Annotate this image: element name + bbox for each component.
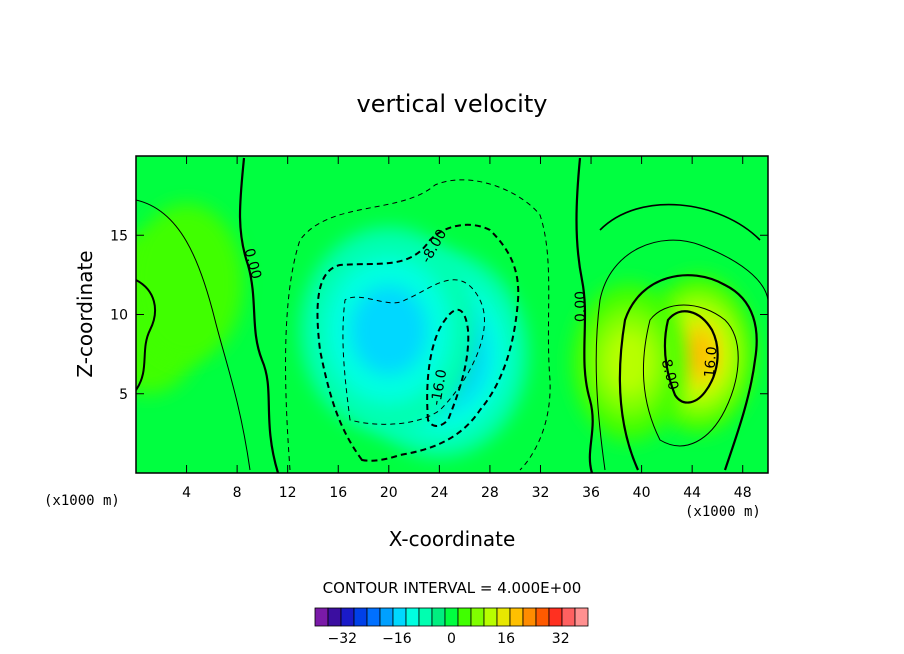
contour-left-inner [136,279,157,391]
field-level-2-5 [682,332,714,376]
colorbar-swatch [535,607,550,627]
contour-pos-8 [618,274,758,471]
contour-label: 8.00 [658,358,682,392]
colorbar-swatch [327,607,342,627]
y-unit-label: (x1000 m) [44,493,120,509]
colorbar-swatch [431,607,446,627]
colorbar-swatch [522,607,537,627]
contour-neg-8 [316,223,520,462]
colorbar-swatch [574,607,589,627]
contour-lines [136,157,768,473]
colorbar-swatch [366,607,381,627]
contour-label-text: 0.00 [241,247,265,281]
colorbar-swatch [548,607,563,627]
colorbar-swatch [353,607,368,627]
x-tick-label: 24 [430,485,448,501]
field-level-3-3 [604,328,654,397]
contour-neg-4 [285,179,551,471]
y-tick-label: 5 [119,387,128,403]
contour-label: 16.0 [702,346,721,378]
contour-label: -16.0 [428,368,450,406]
x-tick-label: 44 [683,485,701,501]
x-tick-label: 16 [329,485,347,501]
x-tick-label: 40 [633,485,651,501]
x-tick-label: 28 [481,485,499,501]
contour-zero-right [575,157,594,473]
contour-label-text: 0.00 [573,291,589,322]
x-tick-label: 20 [380,485,398,501]
contour-label: 0.00 [241,247,265,281]
contour-pos-4 [595,239,768,471]
colorbar-swatch [392,607,407,627]
colorbar-swatch [379,607,394,627]
colorbar-swatch [418,607,433,627]
x-tick-label: 8 [233,485,242,501]
contour-neg-12 [342,279,485,425]
y-tick-label: 10 [110,308,128,324]
contour-label-text: 16.0 [702,346,721,378]
x-tick-label: 48 [734,485,752,501]
colorbar-swatch [561,607,576,627]
y-ticks: 5 10 15 [110,228,768,403]
colorbar-swatch [470,607,485,627]
colorbar-swatch [509,607,524,627]
contour-pos-16 [663,310,719,404]
colorbar-swatch [405,607,420,627]
colorbar-swatch [483,607,498,627]
contour-zero-left [238,157,280,473]
contour-label: 0.00 [573,291,589,322]
contour-label-text: 8.00 [658,358,682,392]
x-tick-label: 36 [582,485,600,501]
colorbar-label: −32 [328,631,358,647]
contour-left-edge [136,199,251,471]
colorbar-label: 16 [497,631,515,647]
colorbar-label: 32 [552,631,570,647]
colorbar-swatch [444,607,459,627]
x-axis-label: X-coordinate [389,527,516,551]
colorbar-label: 0 [447,631,456,647]
plot-area: 0.000.00-8.00-16.0 8.00 16.0 [136,156,768,473]
contour-label-text: -16.0 [428,368,450,406]
chart-title: vertical velocity [357,90,548,118]
field-level-1-3 [350,286,427,375]
colorbar-swatch [496,607,511,627]
field-level-5-1 [136,203,244,363]
colorbar-swatch [340,607,355,627]
x-tick-label: 32 [532,485,550,501]
contour-pos-12 [642,304,739,447]
y-tick-label: 15 [110,228,128,244]
colorbar-swatch [314,607,329,627]
contour-neg-16 [426,308,470,427]
colorbar-swatch [457,607,472,627]
contour-zero-upperright [599,203,761,241]
colorbar-labels: −32 −16 0 16 32 [328,631,570,647]
colorbar-label: −16 [382,631,412,647]
colorbar [314,607,589,627]
y-axis-label: Z-coordinate [73,250,97,377]
x-ticks: 4 8 12 16 20 24 28 32 36 40 44 48 [182,156,752,501]
field-fills [136,203,756,458]
contour-interval-label: CONTOUR INTERVAL = 4.000E+00 [323,579,582,597]
x-tick-label: 4 [182,485,191,501]
x-unit-label: (x1000 m) [685,504,761,520]
x-tick-label: 12 [279,485,297,501]
